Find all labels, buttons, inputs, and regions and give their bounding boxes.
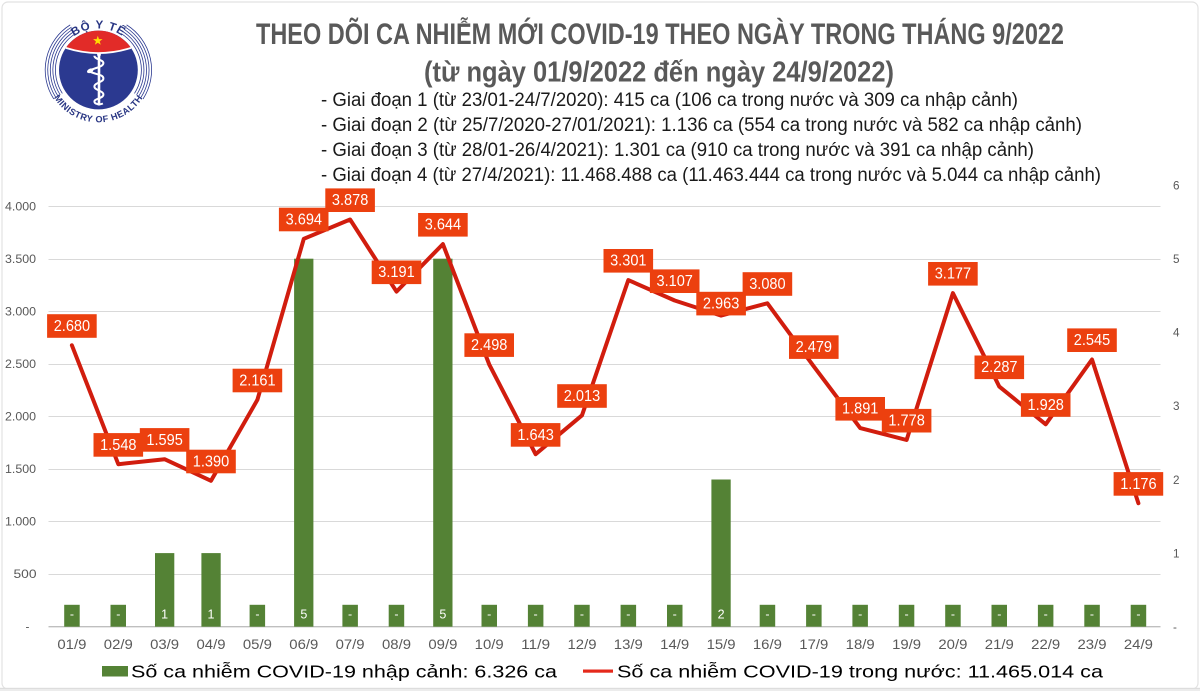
svg-text:-: - <box>905 608 909 622</box>
svg-text:-: - <box>1173 621 1177 634</box>
svg-text:-: - <box>858 608 862 622</box>
svg-text:-: - <box>580 608 584 622</box>
svg-text:1.595: 1.595 <box>146 432 182 449</box>
svg-text:2: 2 <box>718 608 725 622</box>
svg-text:1: 1 <box>208 608 215 622</box>
svg-text:06/9: 06/9 <box>289 637 318 652</box>
svg-text:2.498: 2.498 <box>471 337 507 354</box>
svg-text:2.963: 2.963 <box>703 296 739 313</box>
svg-text:2.013: 2.013 <box>564 388 600 405</box>
svg-text:5: 5 <box>1173 253 1180 266</box>
svg-text:1.176: 1.176 <box>1120 476 1156 493</box>
svg-text:-: - <box>673 608 677 622</box>
svg-text:3.107: 3.107 <box>657 273 693 290</box>
svg-text:14/9: 14/9 <box>660 637 689 652</box>
svg-text:16/9: 16/9 <box>753 637 782 652</box>
svg-text:05/9: 05/9 <box>243 637 272 652</box>
svg-text:09/9: 09/9 <box>428 637 457 652</box>
svg-text:1.778: 1.778 <box>888 413 924 430</box>
svg-text:08/9: 08/9 <box>382 637 411 652</box>
svg-text:1.000: 1.000 <box>5 515 37 528</box>
svg-text:07/9: 07/9 <box>336 637 365 652</box>
svg-text:- Giai đoạn 1 (từ 23/01-24/7/2: - Giai đoạn 1 (từ 23/01-24/7/2020): 415 … <box>321 90 1018 111</box>
svg-text:2.500: 2.500 <box>5 358 37 371</box>
svg-text:(từ ngày 01/9/2022 đến ngày 24: (từ ngày 01/9/2022 đến ngày 24/9/2022) <box>424 57 894 89</box>
svg-text:1.390: 1.390 <box>193 453 229 470</box>
svg-text:-: - <box>951 608 955 622</box>
svg-text:-: - <box>997 608 1001 622</box>
svg-text:- Giai đoạn 4 (từ 27/4/2021):: - Giai đoạn 4 (từ 27/4/2021): 11.468.488… <box>321 165 1101 186</box>
svg-text:-: - <box>348 608 352 622</box>
svg-text:-: - <box>116 608 120 622</box>
svg-text:2.161: 2.161 <box>239 372 275 389</box>
svg-text:18/9: 18/9 <box>846 637 875 652</box>
svg-text:500: 500 <box>14 568 38 581</box>
svg-text:-: - <box>1136 608 1140 622</box>
svg-text:Số ca nhiễm COVID-19 nhập cảnh: Số ca nhiễm COVID-19 nhập cảnh: 6.326 ca <box>131 661 557 682</box>
svg-text:2.000: 2.000 <box>5 410 37 423</box>
svg-text:3: 3 <box>1173 400 1180 413</box>
svg-text:19/9: 19/9 <box>892 637 921 652</box>
svg-text:- Giai đoạn 3 (từ 28/01-26/4/2: - Giai đoạn 3 (từ 28/01-26/4/2021): 1.30… <box>321 140 1034 161</box>
svg-text:1.891: 1.891 <box>842 401 878 418</box>
svg-text:20/9: 20/9 <box>938 637 967 652</box>
svg-text:4.000: 4.000 <box>5 200 37 213</box>
svg-text:3.500: 3.500 <box>5 253 37 266</box>
svg-text:3.000: 3.000 <box>5 305 37 318</box>
svg-text:- Giai đoạn 2 (từ 25/7/2020-27: - Giai đoạn 2 (từ 25/7/2020-27/01/2021):… <box>321 115 1082 136</box>
svg-text:2.287: 2.287 <box>981 359 1017 376</box>
svg-text:10/9: 10/9 <box>475 637 504 652</box>
svg-text:-: - <box>1090 608 1094 622</box>
svg-text:1: 1 <box>161 608 168 622</box>
svg-text:12/9: 12/9 <box>568 637 597 652</box>
svg-text:1.928: 1.928 <box>1028 397 1064 414</box>
svg-text:5: 5 <box>300 608 307 622</box>
svg-text:BỘ Y TẾ: BỘ Y TẾ <box>69 18 128 39</box>
svg-text:2.545: 2.545 <box>1074 332 1110 349</box>
svg-text:17/9: 17/9 <box>799 637 828 652</box>
svg-text:1.548: 1.548 <box>100 437 136 454</box>
svg-text:3.301: 3.301 <box>610 253 646 270</box>
svg-text:-: - <box>70 608 74 622</box>
svg-text:-: - <box>394 608 398 622</box>
svg-text:01/9: 01/9 <box>57 637 86 652</box>
svg-text:1.643: 1.643 <box>517 427 553 444</box>
svg-text:3.644: 3.644 <box>425 217 462 234</box>
svg-text:5: 5 <box>439 608 446 622</box>
svg-text:-: - <box>765 608 769 622</box>
svg-text:3.191: 3.191 <box>378 264 414 281</box>
svg-text:11/9: 11/9 <box>521 637 550 652</box>
svg-text:23/9: 23/9 <box>1078 637 1107 652</box>
svg-text:03/9: 03/9 <box>150 637 179 652</box>
svg-text:13/9: 13/9 <box>614 637 643 652</box>
svg-text:-: - <box>534 608 538 622</box>
svg-text:22/9: 22/9 <box>1031 637 1060 652</box>
svg-text:Số ca nhiễm COVID-19 trong nướ: Số ca nhiễm COVID-19 trong nước: 11.465.… <box>617 661 1103 682</box>
svg-text:1.500: 1.500 <box>5 463 37 476</box>
svg-text:21/9: 21/9 <box>985 637 1014 652</box>
svg-text:-: - <box>626 608 630 622</box>
svg-text:2: 2 <box>1173 474 1180 487</box>
svg-text:15/9: 15/9 <box>707 637 736 652</box>
svg-text:6: 6 <box>1173 179 1180 192</box>
svg-text:2.479: 2.479 <box>796 339 832 356</box>
svg-text:THEO DÕI CA NHIỄM MỚI COVID-19: THEO DÕI CA NHIỄM MỚI COVID-19 THEO NGÀY… <box>256 17 1064 51</box>
svg-text:02/9: 02/9 <box>104 637 133 652</box>
svg-text:-: - <box>1044 608 1048 622</box>
svg-text:3.080: 3.080 <box>749 276 785 293</box>
svg-text:-: - <box>255 608 259 622</box>
svg-text:-: - <box>812 608 816 622</box>
svg-text:3.177: 3.177 <box>935 266 971 283</box>
svg-text:2.680: 2.680 <box>54 318 90 335</box>
svg-text:-: - <box>487 608 491 622</box>
svg-text:24/9: 24/9 <box>1124 637 1153 652</box>
svg-text:3.878: 3.878 <box>332 192 368 209</box>
svg-text:04/9: 04/9 <box>197 637 226 652</box>
svg-text:-: - <box>26 620 30 633</box>
svg-text:1: 1 <box>1173 547 1180 560</box>
svg-text:4: 4 <box>1173 327 1180 340</box>
svg-text:3.694: 3.694 <box>286 211 323 228</box>
